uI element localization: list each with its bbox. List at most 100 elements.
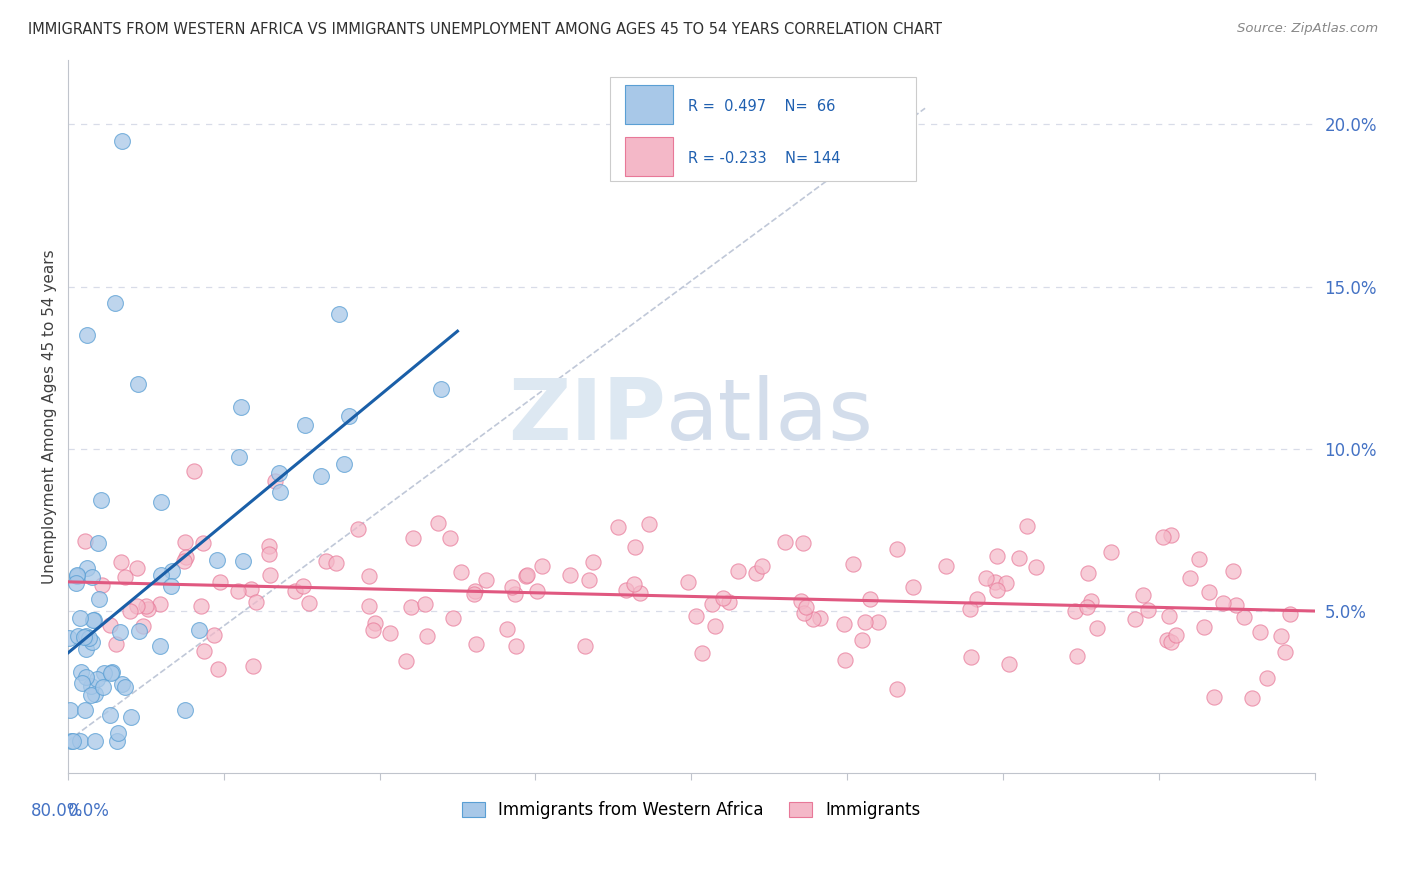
Point <box>120 710 142 724</box>
Point <box>690 646 713 660</box>
Point <box>174 550 197 565</box>
Point <box>1212 596 1234 610</box>
Point <box>700 597 723 611</box>
Point <box>1192 620 1215 634</box>
Point <box>464 584 486 599</box>
Point <box>110 624 132 639</box>
Point <box>792 536 814 550</box>
Point <box>441 611 464 625</box>
Point <box>1270 629 1292 643</box>
Point <box>111 677 134 691</box>
Point <box>465 637 488 651</box>
Point <box>614 583 637 598</box>
Point <box>73 703 96 717</box>
Point <box>90 492 112 507</box>
Point <box>62 734 84 748</box>
Point <box>974 571 997 585</box>
Text: 80.0%: 80.0% <box>31 802 83 820</box>
Point <box>232 554 254 568</box>
Point <box>101 665 124 680</box>
Point <box>516 568 538 582</box>
Point <box>86 672 108 686</box>
Point <box>91 680 114 694</box>
Point <box>111 134 134 148</box>
Point <box>231 400 253 414</box>
Point <box>416 629 439 643</box>
Point <box>1159 608 1181 623</box>
Point <box>628 585 651 599</box>
Point <box>607 520 630 534</box>
Point <box>727 564 749 578</box>
Point <box>98 618 121 632</box>
Point <box>136 602 159 616</box>
Point <box>267 466 290 480</box>
Point <box>87 535 110 549</box>
Point <box>793 607 815 621</box>
Point <box>624 541 647 555</box>
Point <box>842 557 865 571</box>
Point <box>80 679 103 693</box>
Point <box>703 618 725 632</box>
Point <box>105 734 128 748</box>
Point <box>401 531 423 545</box>
Point <box>582 555 605 569</box>
Point <box>80 688 103 702</box>
Point <box>76 561 98 575</box>
Text: IMMIGRANTS FROM WESTERN AFRICA VS IMMIGRANTS UNEMPLOYMENT AMONG AGES 45 TO 54 YE: IMMIGRANTS FROM WESTERN AFRICA VS IMMIGR… <box>28 22 942 37</box>
Bar <box>626 136 672 176</box>
Point <box>851 633 873 648</box>
Point <box>75 534 97 549</box>
Point <box>1015 518 1038 533</box>
Point <box>886 542 908 557</box>
Point <box>90 578 112 592</box>
Point <box>808 611 831 625</box>
Point <box>1160 528 1182 542</box>
Point <box>76 328 98 343</box>
Point <box>1066 649 1088 664</box>
Point <box>114 680 136 694</box>
Point <box>66 567 89 582</box>
Point <box>114 570 136 584</box>
Point <box>413 597 436 611</box>
Point <box>59 703 82 717</box>
Point <box>378 626 401 640</box>
Point <box>986 583 1008 598</box>
Point <box>1076 599 1098 614</box>
Point <box>193 644 215 658</box>
Point <box>187 623 209 637</box>
Point <box>496 622 519 636</box>
Point <box>1256 671 1278 685</box>
Point <box>228 450 250 464</box>
Point <box>75 629 97 643</box>
Point <box>174 534 197 549</box>
Text: atlas: atlas <box>666 375 875 458</box>
Point <box>574 639 596 653</box>
Point <box>711 591 734 606</box>
Point <box>284 583 307 598</box>
Point <box>751 558 773 573</box>
Point <box>72 675 94 690</box>
Point <box>149 597 172 611</box>
Point <box>834 653 856 667</box>
Point <box>82 570 104 584</box>
Point <box>676 575 699 590</box>
Point <box>127 599 149 613</box>
Point <box>1198 584 1220 599</box>
Point <box>866 615 889 629</box>
Point <box>530 558 553 573</box>
Point <box>73 630 96 644</box>
Point <box>294 417 316 432</box>
Text: R = -0.233    N= 144: R = -0.233 N= 144 <box>688 151 839 166</box>
Text: Source: ZipAtlas.com: Source: ZipAtlas.com <box>1237 22 1378 36</box>
Point <box>70 665 93 680</box>
Point <box>966 592 988 607</box>
Point <box>427 516 450 531</box>
Point <box>325 556 347 570</box>
Point <box>1240 690 1263 705</box>
Point <box>401 600 423 615</box>
Point <box>337 409 360 423</box>
Point <box>1099 545 1122 559</box>
Point <box>685 609 707 624</box>
Point <box>160 579 183 593</box>
Point <box>1132 588 1154 602</box>
